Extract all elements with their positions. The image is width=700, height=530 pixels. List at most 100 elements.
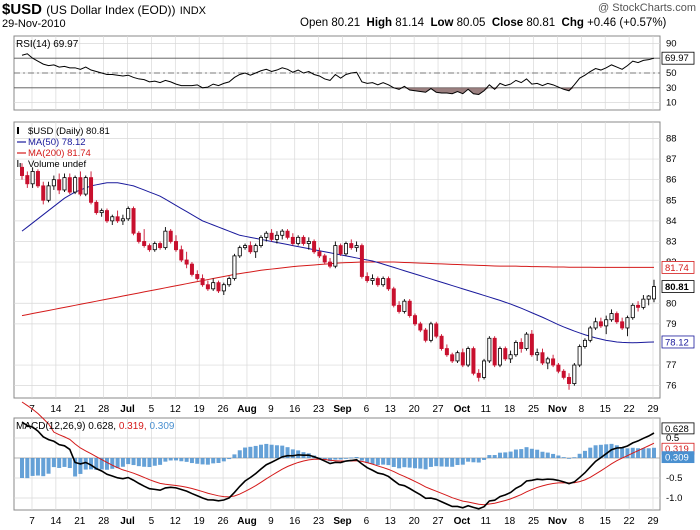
- candle-body: [466, 348, 471, 366]
- x-tick-label: Oct: [454, 516, 471, 527]
- macd-histogram-bar: [545, 452, 550, 458]
- candle-body: [30, 171, 35, 185]
- price-tick-label: 84: [666, 216, 677, 227]
- macd-histogram-bar: [67, 458, 72, 469]
- x-tick-label: Oct: [454, 404, 471, 415]
- candle-body: [328, 261, 333, 267]
- candle-body: [460, 352, 465, 366]
- macd-line: [21, 421, 655, 510]
- macd-histogram-bar: [450, 458, 455, 467]
- macd-histogram-bar: [381, 458, 386, 465]
- x-tick-label: Aug: [237, 516, 256, 527]
- macd-histogram-bar: [551, 453, 556, 458]
- macd-histogram-bar: [609, 443, 614, 458]
- macd-value-tag: [661, 451, 695, 464]
- macd-histogram-bar: [588, 447, 593, 458]
- candle-body: [83, 177, 88, 195]
- candle-body: [503, 348, 508, 360]
- macd-histogram-bar: [402, 458, 407, 468]
- x-tick-label: 15: [600, 516, 612, 527]
- candle-body: [641, 298, 646, 308]
- candle-body: [407, 300, 412, 317]
- candle-body: [402, 300, 407, 312]
- macd-histogram-bar: [232, 454, 237, 458]
- candle-body: [471, 348, 476, 374]
- candle-body: [189, 263, 194, 275]
- macd-histogram-bar: [30, 458, 35, 476]
- macd-histogram-bar: [195, 458, 200, 464]
- macd-histogram-bar: [25, 458, 30, 479]
- macd-histogram-bar: [290, 449, 295, 458]
- candle-body: [152, 243, 157, 251]
- x-tick-label: 15: [600, 404, 612, 415]
- macd-histogram-bar: [200, 458, 205, 465]
- price-tick-label: 88: [666, 133, 677, 144]
- macd-label-prefix: MACD(12,26,9): [16, 421, 88, 432]
- macd-label-signal: 0.319,: [119, 421, 150, 432]
- macd-histogram-bar: [280, 445, 285, 458]
- macd-histogram-bar: [142, 458, 147, 467]
- macd-histogram-bar: [333, 458, 338, 460]
- candle-body: [529, 333, 534, 356]
- x-tick-label: 27: [432, 516, 444, 527]
- candle-body: [434, 323, 439, 337]
- macd-histogram-bar: [328, 458, 333, 462]
- candle-body: [317, 251, 322, 257]
- macd-histogram-bar: [147, 458, 152, 468]
- candle-body: [174, 241, 179, 251]
- symbol-description: (US Dollar Index (EOD)): [46, 3, 176, 17]
- macd-histogram-bar: [126, 458, 131, 465]
- candle-body: [46, 185, 51, 201]
- candle-body: [508, 354, 513, 360]
- macd-histogram-bar: [258, 444, 263, 458]
- macd-histogram-bar: [593, 445, 598, 458]
- x-tick-label: 9: [268, 516, 274, 527]
- low-label: Low: [430, 17, 454, 29]
- candle-body: [370, 278, 375, 281]
- candle-body: [274, 234, 279, 240]
- macd-tick-label: -0.5: [666, 473, 682, 484]
- candle-body: [614, 313, 619, 323]
- candle-body: [243, 245, 248, 249]
- x-tick-label: Jul: [120, 516, 135, 527]
- change-label: Chg: [561, 17, 584, 29]
- x-tick-label: 20: [409, 516, 421, 527]
- macd-value-tag-text: 0.309: [665, 453, 689, 464]
- macd-histogram-bar: [625, 448, 630, 458]
- candle-body: [646, 295, 651, 300]
- candle-body: [625, 317, 630, 329]
- macd-histogram-bar: [365, 458, 370, 464]
- candle-body: [78, 177, 83, 195]
- candle-body: [237, 247, 242, 257]
- candle-body: [57, 179, 62, 191]
- candle-body: [439, 335, 444, 349]
- high-label: High: [366, 17, 393, 29]
- macd-histogram-bar: [94, 458, 99, 470]
- price-value-tag: [661, 335, 695, 349]
- candle-body: [652, 286, 657, 300]
- high-value: 81.14: [395, 17, 425, 29]
- macd-histogram-bar: [492, 455, 497, 458]
- x-tick-label: 22: [624, 404, 636, 415]
- x-tick-label: 12: [170, 404, 182, 415]
- price-tick-label: 80: [666, 298, 677, 309]
- price-value-tag-text: 78.12: [665, 337, 689, 348]
- legend-volume-icon: [19, 163, 21, 167]
- x-tick-label: 25: [528, 516, 540, 527]
- macd-histogram-bar: [78, 458, 83, 474]
- candle-body: [205, 284, 210, 290]
- candle-body: [577, 346, 582, 366]
- price-tick-label: 79: [666, 319, 677, 330]
- x-tick-label: Nov: [548, 404, 567, 415]
- candle-body: [41, 185, 46, 201]
- candle-body: [567, 377, 572, 384]
- macd-histogram-bar: [189, 458, 194, 464]
- macd-label: MACD(12,26,9) 0.628, 0.319, 0.309: [16, 421, 175, 432]
- candle-body: [73, 177, 78, 193]
- x-tick-label: 26: [218, 516, 230, 527]
- close-value: 80.81: [526, 17, 556, 29]
- candle-body: [179, 249, 184, 261]
- macd-histogram-bar: [487, 455, 492, 458]
- candle-body: [120, 218, 125, 222]
- price-tick-label: 83: [666, 236, 677, 247]
